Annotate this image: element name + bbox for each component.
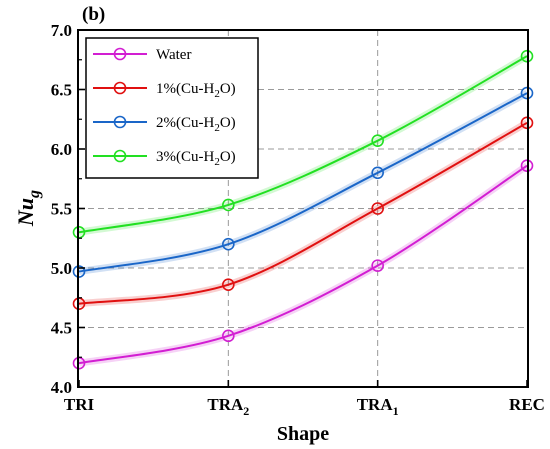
legend-label: Water	[156, 47, 191, 63]
legend-label: 2%(Cu-H2O)	[156, 115, 236, 134]
series-line	[78, 92, 528, 273]
y-tick-label: 5.0	[51, 259, 72, 278]
panel-label: (b)	[82, 4, 105, 25]
y-tick-label: 6.0	[51, 140, 72, 159]
y-tick-label: 4.5	[51, 319, 72, 338]
data-point	[371, 259, 384, 272]
data-point	[371, 166, 384, 180]
legend: Water 1%(Cu-H2O) 2%(Cu-H2O) 3%(Cu-H2O)	[85, 37, 259, 179]
series-layer	[72, 49, 534, 370]
y-axis-title: Nug	[13, 190, 43, 227]
x-tick-label: TRA2	[207, 395, 249, 418]
series-1	[72, 116, 534, 311]
axis-ticks: 4.0 4.5 5.0 5.5 6.0 6.5 7.0 TRI TRA2 TRA1 REC	[51, 21, 545, 418]
series-line	[78, 55, 528, 234]
y-tick-label: 7.0	[51, 21, 72, 40]
legend-marker	[113, 47, 127, 61]
x-tick-label: REC	[509, 395, 545, 414]
y-tick-label: 4.0	[51, 378, 72, 397]
y-tick-label: 5.5	[51, 200, 72, 219]
series-line	[78, 164, 528, 365]
data-point	[222, 198, 235, 212]
data-point	[222, 278, 235, 291]
data-point	[222, 237, 235, 251]
y-axis-title-main: Nu	[13, 198, 38, 227]
x-tick-label: TRA1	[357, 395, 399, 418]
data-point	[222, 329, 235, 343]
legend-marker	[113, 81, 127, 95]
y-tick-label: 6.5	[51, 81, 72, 100]
data-point	[371, 202, 384, 215]
y-axis-title-sub: g	[26, 190, 43, 199]
legend-label: 1%(Cu-H2O)	[156, 81, 236, 100]
x-tick-label: TRI	[64, 395, 95, 414]
legend-marker	[113, 115, 127, 129]
series-0	[72, 159, 534, 370]
x-axis-title: Shape	[277, 423, 329, 445]
legend-marker	[113, 149, 127, 163]
series-line	[78, 121, 528, 305]
data-point	[371, 134, 384, 147]
legend-label: 3%(Cu-H2O)	[156, 149, 236, 168]
